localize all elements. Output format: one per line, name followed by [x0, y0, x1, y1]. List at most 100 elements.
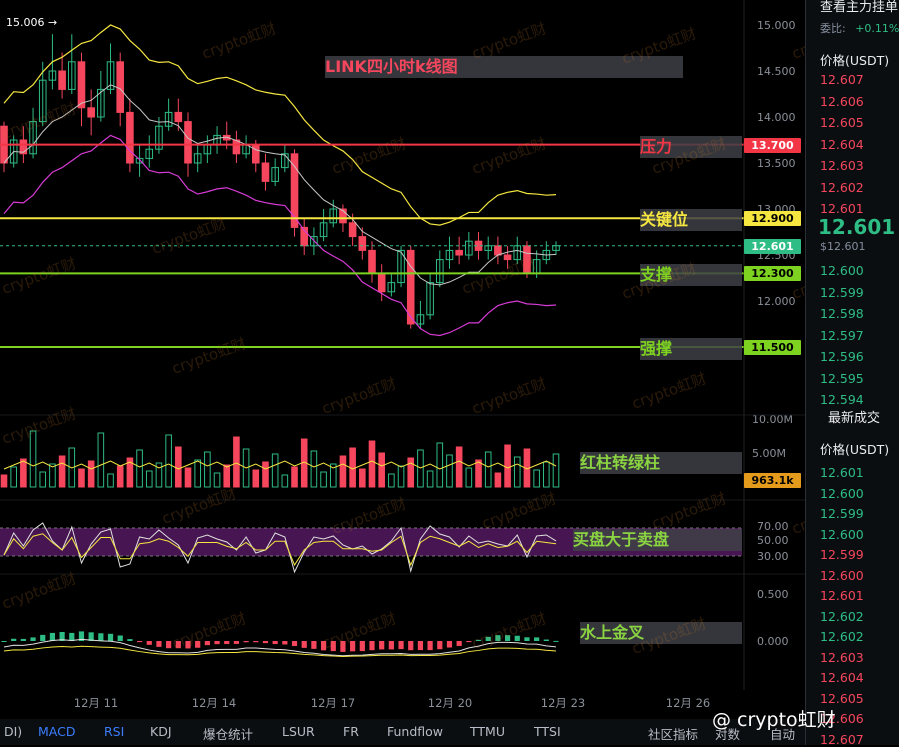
- macd-histogram-bar: [466, 641, 472, 643]
- volume-bar: [194, 459, 201, 488]
- candle-body: [164, 111, 173, 127]
- toolbar-item[interactable]: RSI: [104, 724, 125, 739]
- lower-band-line: [3, 134, 557, 337]
- volume-bar: [504, 444, 511, 488]
- macd-histogram-bar: [195, 641, 201, 648]
- candle-body: [155, 125, 163, 150]
- candle-body: [135, 157, 144, 164]
- bid-price[interactable]: 12.595: [820, 370, 864, 386]
- macd-histogram-bar: [359, 641, 365, 652]
- macd-histogram-bar: [175, 641, 181, 649]
- trades-title[interactable]: 最新成交: [828, 411, 881, 426]
- bid-price[interactable]: 12.597: [820, 327, 864, 343]
- candle-body: [48, 70, 57, 81]
- toolbar-item[interactable]: KDJ: [150, 724, 172, 739]
- macd-histogram-bar: [127, 639, 133, 641]
- candle-body: [67, 61, 76, 90]
- macd-histogram-bar: [524, 637, 530, 641]
- last-price: 12.601: [818, 215, 896, 239]
- volume-bar: [126, 457, 134, 488]
- volume-bar: [145, 470, 153, 488]
- macd-histogram-bar: [504, 635, 511, 641]
- toolbar-item[interactable]: FR: [343, 724, 359, 739]
- bid-price[interactable]: 12.599: [820, 284, 864, 300]
- ask-price[interactable]: 12.606: [820, 93, 864, 109]
- ask-price[interactable]: 12.602: [820, 179, 864, 195]
- volume-bar: [397, 465, 405, 488]
- candle-body: [38, 79, 47, 123]
- bid-price[interactable]: 12.596: [820, 349, 864, 364]
- volume-bar: [271, 453, 279, 488]
- middle-band-line: [3, 84, 557, 286]
- toolbar-item[interactable]: 爆仓统计: [203, 727, 254, 742]
- orderbook-title: 查看主力挂单: [820, 0, 899, 15]
- price-tick-label: 14.000: [757, 111, 796, 124]
- macd-histogram-bar: [427, 641, 433, 651]
- volume-bar: [446, 454, 453, 488]
- volume-bar: [223, 464, 231, 488]
- toolbar-item[interactable]: TTMU: [470, 724, 505, 739]
- toolbar-item[interactable]: LSUR: [282, 724, 315, 739]
- volume-bar: [388, 473, 395, 488]
- x-tick-label: 12月 17: [311, 696, 355, 710]
- price-tick-label: 12.000: [757, 295, 796, 308]
- ask-price[interactable]: 12.605: [820, 115, 864, 130]
- candle-body: [87, 107, 95, 118]
- rsi-tick-label: 30.00: [757, 550, 789, 563]
- macd-histogram-bar: [485, 636, 491, 641]
- macd-histogram-bar: [475, 639, 482, 641]
- toolbar-item[interactable]: TTSI: [534, 724, 561, 739]
- level-price-badge: 12.900: [744, 211, 801, 227]
- toolbar-item[interactable]: 对数: [715, 727, 741, 742]
- chart-area[interactable]: 15.000 14.500 14.000 13.500 13.000 12.500 12.0…: [0, 0, 869, 745]
- toolbar-item[interactable]: MACD: [38, 724, 76, 739]
- candle-body: [19, 139, 28, 155]
- x-tick-label: 12月 20: [428, 696, 472, 710]
- ask-price[interactable]: 12.603: [820, 158, 864, 173]
- ask-price[interactable]: 12.607: [820, 72, 864, 87]
- candle-body: [339, 208, 347, 224]
- upper-band-line: [3, 24, 557, 226]
- macd-histogram-bar: [379, 641, 385, 650]
- macd-histogram-bar: [398, 641, 404, 650]
- volume-bar: [262, 461, 269, 488]
- volume-bar: [484, 451, 492, 488]
- volume-bar: [155, 462, 163, 488]
- macd-histogram-bar: [224, 641, 230, 645]
- candle-body: [251, 144, 260, 164]
- bid-price[interactable]: 12.598: [820, 306, 864, 321]
- price-header: 价格(USDT): [820, 53, 890, 68]
- volume-bar: [87, 460, 95, 488]
- candle-body: [271, 167, 279, 182]
- trade-price: 12.605: [820, 690, 864, 706]
- volume-bar: [513, 456, 521, 488]
- price-tick-label: 14.500: [757, 65, 796, 78]
- trade-price: 12.600: [820, 567, 864, 583]
- candle-body: [445, 249, 454, 261]
- toolbar-item[interactable]: Fundflow: [387, 724, 444, 739]
- volume-bar: [107, 473, 114, 488]
- bid-price[interactable]: 12.600: [820, 263, 864, 278]
- volume-bar: [184, 467, 192, 488]
- volume-bar: [97, 432, 105, 488]
- ask-price[interactable]: 12.604: [820, 136, 864, 152]
- volume-bar: [49, 463, 56, 488]
- volume-bar: [378, 452, 385, 488]
- toolbar-item[interactable]: DI): [4, 724, 23, 739]
- indicator-toolbar: DI) MACD RSI KDJ 爆仓统计 LSUR FR Fundflow TTMU TTSI 社…: [0, 709, 836, 745]
- macd-histogram-bar: [253, 641, 259, 643]
- volume-bar: [165, 434, 172, 488]
- macd-histogram-bar: [446, 641, 453, 648]
- level-price-badge: 11.500: [744, 340, 801, 355]
- bid-price[interactable]: 12.594: [820, 392, 864, 407]
- trade-price: 12.601: [820, 588, 864, 603]
- toolbar-item[interactable]: 社区指标: [648, 727, 699, 742]
- volume-badge: 963.1k: [744, 473, 801, 488]
- toolbar-item[interactable]: 自动: [770, 727, 796, 742]
- candle-body: [358, 236, 367, 251]
- macd-histogram-bar: [98, 633, 104, 641]
- ask-price[interactable]: 12.601: [820, 201, 864, 216]
- macd-histogram-bar: [40, 634, 46, 641]
- candle-body: [184, 121, 192, 164]
- volume-bar: [58, 455, 66, 488]
